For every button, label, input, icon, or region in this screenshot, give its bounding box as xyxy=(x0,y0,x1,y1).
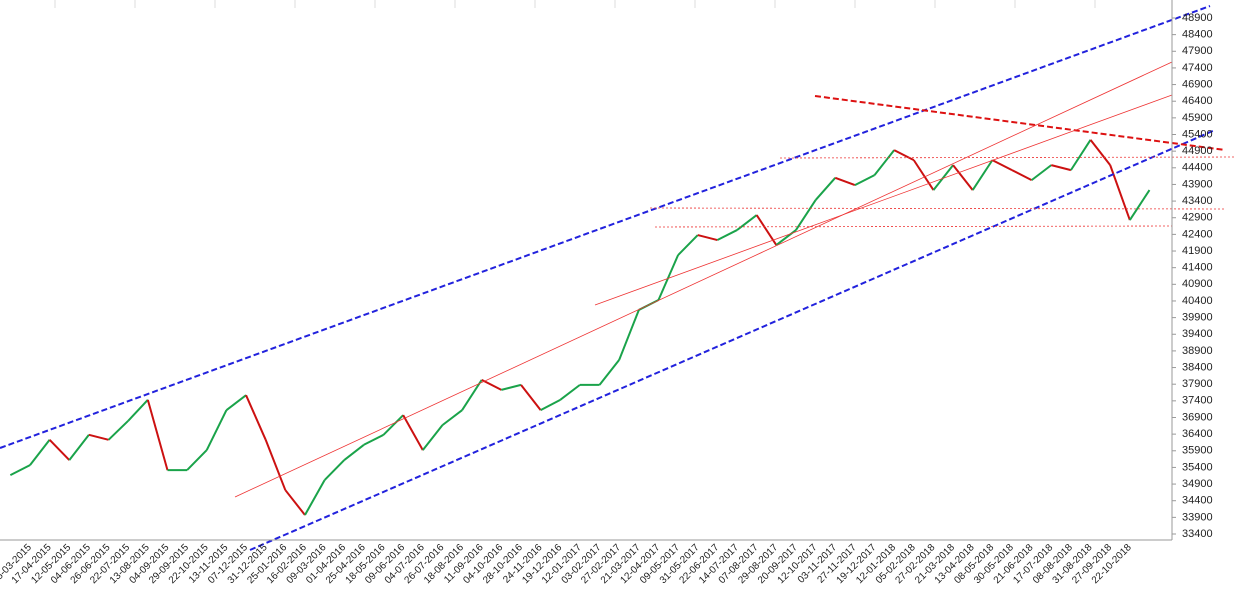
y-tick-label: 37400 xyxy=(1182,395,1213,407)
price-segment xyxy=(1089,139,1111,166)
price-segment xyxy=(952,164,974,191)
price-segment xyxy=(932,164,954,191)
price-segment xyxy=(854,174,875,186)
price-segment xyxy=(29,439,51,466)
y-tick-label: 40900 xyxy=(1182,278,1213,290)
y-tick-label: 40400 xyxy=(1182,295,1213,307)
y-tick-label: 48400 xyxy=(1182,29,1213,41)
y-tick-label: 35900 xyxy=(1182,445,1213,457)
y-tick-label: 44400 xyxy=(1182,162,1213,174)
price-segment xyxy=(559,384,581,401)
plot xyxy=(9,139,1151,516)
price-segment xyxy=(48,439,70,461)
price-segment xyxy=(677,234,699,256)
price-segment xyxy=(245,394,267,441)
price-segment xyxy=(284,489,306,516)
price-segment xyxy=(422,424,444,451)
price-segment xyxy=(991,159,1013,172)
price-segment xyxy=(186,449,208,471)
price-segment xyxy=(795,199,817,231)
price-segment xyxy=(1031,164,1052,181)
price-segment xyxy=(481,378,502,391)
price-segment xyxy=(363,433,384,446)
price-segment xyxy=(755,214,778,246)
price-segment xyxy=(775,229,797,246)
price-segment xyxy=(540,398,561,412)
price-segment xyxy=(697,234,718,242)
price-segment xyxy=(1051,164,1072,172)
price-segment xyxy=(736,214,758,231)
y-tick-label: 46400 xyxy=(1182,95,1213,107)
price-segment xyxy=(814,177,836,201)
y-tick-label: 44900 xyxy=(1182,145,1213,157)
price-segment xyxy=(127,399,149,422)
y-tick-label: 34400 xyxy=(1182,495,1213,507)
y-tick-label: 45900 xyxy=(1182,112,1213,124)
y-tick-label: 42400 xyxy=(1182,228,1213,240)
price-segment xyxy=(205,409,228,451)
price-segment xyxy=(520,384,542,411)
price-segment xyxy=(323,459,345,481)
price-segment xyxy=(873,149,895,176)
price-segment xyxy=(264,439,287,491)
price-segment xyxy=(893,149,915,162)
y-tick-label: 33900 xyxy=(1182,511,1213,523)
price-segment xyxy=(598,359,620,386)
y-tick-label: 43900 xyxy=(1182,178,1213,190)
price-segment xyxy=(107,420,129,441)
price-segment xyxy=(382,414,404,436)
y-tick-label: 33400 xyxy=(1182,528,1213,540)
y-tick-label: 45400 xyxy=(1182,128,1213,140)
y-tick-label: 37900 xyxy=(1182,378,1213,390)
price-segment xyxy=(88,433,109,441)
price-segment xyxy=(501,383,522,391)
price-segment xyxy=(461,379,483,411)
price-segment xyxy=(225,394,247,411)
y-tick-label: 38900 xyxy=(1182,345,1213,357)
y-tick-label: 39400 xyxy=(1182,328,1213,340)
y-tick-label: 36400 xyxy=(1182,428,1213,440)
y-tick-label: 43400 xyxy=(1182,195,1213,207)
y-tick-label: 36900 xyxy=(1182,411,1213,423)
price-segment xyxy=(657,254,680,301)
y-tick-label: 42900 xyxy=(1182,212,1213,224)
y-tick-label: 46900 xyxy=(1182,78,1213,90)
y-tick-label: 47900 xyxy=(1182,45,1213,57)
price-segment xyxy=(971,159,994,191)
y-tick-label: 41400 xyxy=(1182,262,1213,274)
price-segment xyxy=(1011,169,1033,182)
y-tick-label: 34900 xyxy=(1182,478,1213,490)
trend-lines xyxy=(0,5,1236,551)
y-tick-label: 39900 xyxy=(1182,312,1213,324)
price-segment xyxy=(9,464,31,476)
price-segment xyxy=(304,479,326,516)
price-segment xyxy=(68,434,90,461)
price-segment xyxy=(834,176,856,187)
price-segment xyxy=(1070,139,1092,171)
price-segment xyxy=(716,229,738,241)
y-tick-label: 38400 xyxy=(1182,361,1213,373)
price-segment xyxy=(343,443,365,461)
price-segment xyxy=(912,159,935,191)
price-segment xyxy=(441,409,463,426)
y-tick-label: 41900 xyxy=(1182,245,1213,257)
price-segment xyxy=(402,414,424,451)
y-tick-label: 47400 xyxy=(1182,62,1213,74)
price-segment xyxy=(1129,189,1151,221)
top-grid xyxy=(54,0,1096,8)
y-tick-label: 35400 xyxy=(1182,461,1213,473)
y-tick-label: 48900 xyxy=(1182,12,1213,24)
price-segment xyxy=(618,309,640,361)
price-segment xyxy=(146,399,169,471)
